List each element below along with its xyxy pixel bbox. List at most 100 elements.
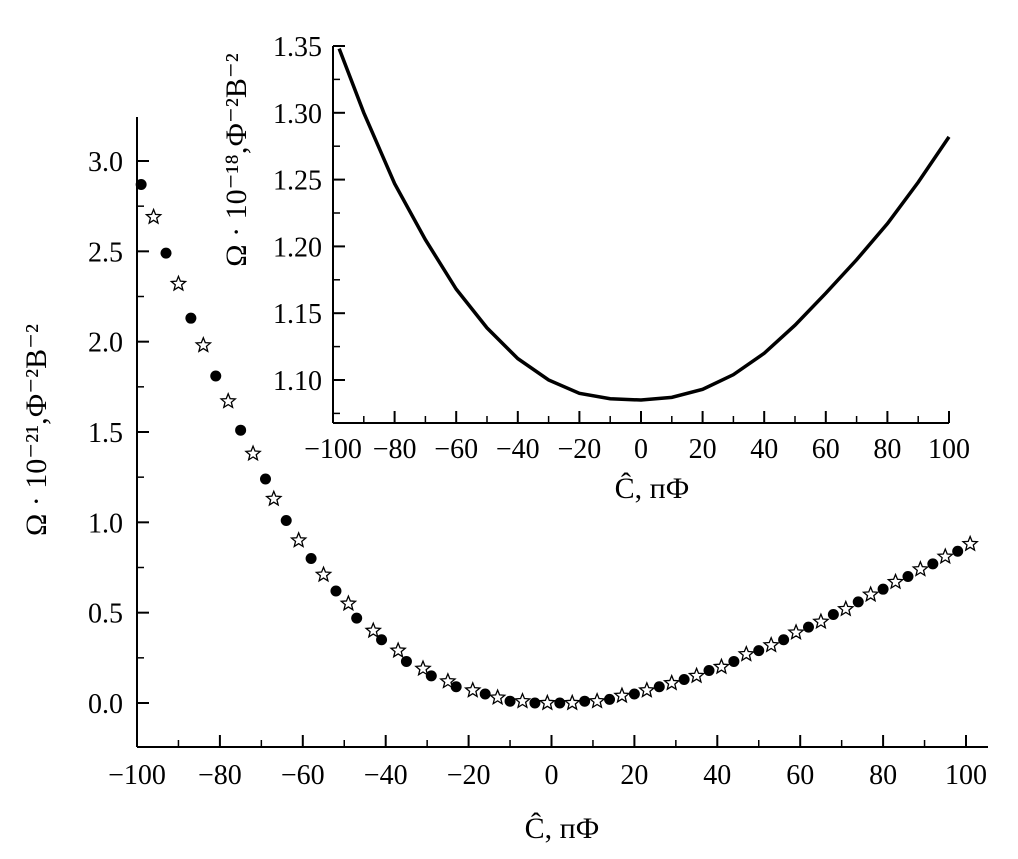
main-x-tick-label: 80 <box>869 760 897 791</box>
inset-y-tick-label: 1.35 <box>273 32 322 63</box>
data-point-circle <box>952 545 964 557</box>
data-point-star <box>563 693 582 711</box>
main-y-tick-label: 2.0 <box>88 328 123 359</box>
data-point-circle <box>305 552 317 564</box>
data-point-circle <box>703 664 715 676</box>
data-point-circle <box>160 247 172 259</box>
data-point-star <box>687 666 706 684</box>
data-point-circle <box>554 697 566 709</box>
inset-x-tick-label: 20 <box>689 434 717 465</box>
inset-x-tick-label: −100 <box>304 434 362 465</box>
main-x-tick-label: −80 <box>198 760 242 791</box>
data-point-circle <box>827 608 839 620</box>
inset-x-tick-label: −60 <box>434 434 478 465</box>
data-point-star <box>463 681 482 698</box>
data-point-circle <box>529 697 541 709</box>
data-point-star <box>812 612 830 630</box>
data-point-star <box>244 444 262 462</box>
main-y-axis-title: Ω · 10⁻²¹,Ф⁻²В⁻² <box>20 324 53 536</box>
data-point-circle <box>450 681 462 693</box>
inset-x-tick-label: 60 <box>812 434 840 465</box>
main-x-tick-label: −20 <box>447 760 491 791</box>
data-point-circle <box>628 688 640 700</box>
data-point-star <box>836 599 855 617</box>
data-point-circle <box>902 571 914 583</box>
main-x-tick-label: 40 <box>703 760 731 791</box>
data-point-circle <box>678 674 690 686</box>
data-point-star <box>439 672 457 689</box>
data-point-circle <box>579 695 591 707</box>
main-y-tick-label: 1.0 <box>88 508 123 539</box>
main-y-tick-label: 1.5 <box>88 418 123 449</box>
main-x-tick-label: −100 <box>108 760 166 791</box>
data-point-star <box>588 691 606 709</box>
data-point-circle <box>604 693 616 705</box>
data-point-star <box>144 207 163 225</box>
data-point-star <box>194 336 213 353</box>
data-point-star <box>936 547 955 565</box>
data-point-star <box>339 594 358 612</box>
data-point-circle <box>504 695 516 707</box>
main-x-tick-label: 100 <box>945 760 987 791</box>
data-point-star <box>662 673 681 691</box>
data-point-circle <box>802 621 814 633</box>
data-point-circle <box>728 655 740 667</box>
data-point-star <box>638 681 656 698</box>
inset-y-tick-label: 1.25 <box>273 166 322 197</box>
data-point-star <box>488 688 507 706</box>
data-point-circle <box>852 596 864 608</box>
data-point-star <box>737 644 756 662</box>
data-point-circle <box>927 558 939 570</box>
main-x-axis-title: Ĉ, пФ <box>525 812 600 845</box>
main-x-tick-label: 20 <box>620 760 648 791</box>
data-point-circle <box>479 688 491 700</box>
data-point-star <box>911 560 930 577</box>
main-x-tick-label: −60 <box>281 760 325 791</box>
inset-y-ticks: 1.10 1.15 1.20 1.25 1.30 1.35 <box>273 32 345 415</box>
inset-chart: −100 −80 −60 −40 −20 0 20 40 60 80 100 1.10 1.15 1.2… <box>220 32 970 505</box>
inset-x-ticks: −100 −80 −60 −40 −20 0 20 40 60 80 100 <box>304 411 970 465</box>
data-point-circle <box>259 473 271 485</box>
data-point-star <box>787 623 805 641</box>
data-point-star <box>513 691 532 709</box>
data-point-circle <box>753 645 765 657</box>
data-point-circle <box>653 681 665 693</box>
inset-x-tick-label: −40 <box>496 434 540 465</box>
data-point-star <box>861 585 880 603</box>
main-y-ticks: 0.0 0.5 1.0 1.5 2.0 2.5 3.0 <box>88 147 149 720</box>
data-point-star <box>762 635 780 653</box>
inset-x-axis-title: Ĉ, пФ <box>615 472 690 505</box>
inset-x-tick-label: 80 <box>873 434 901 465</box>
inset-background <box>333 46 949 423</box>
data-point-circle <box>400 655 412 667</box>
main-x-tick-label: −40 <box>364 760 408 791</box>
data-point-circle <box>280 515 292 527</box>
main-y-tick-label: 0.5 <box>88 599 123 630</box>
data-point-circle <box>330 585 342 597</box>
data-point-circle <box>235 424 247 436</box>
inset-x-tick-label: −20 <box>558 434 602 465</box>
main-x-ticks: −100 −80 −60 −40 −20 0 20 40 60 80 100 <box>108 735 987 791</box>
data-point-star <box>389 641 407 659</box>
main-y-tick-label: 0.0 <box>88 689 123 720</box>
inset-x-tick-label: 100 <box>928 434 970 465</box>
data-point-star <box>961 534 979 552</box>
data-point-circle <box>185 312 197 324</box>
main-y-tick-label: 3.0 <box>88 147 123 178</box>
main-data-points <box>135 178 979 711</box>
inset-x-tick-label: 40 <box>750 434 778 465</box>
data-point-star <box>264 489 283 507</box>
main-x-tick-label: 60 <box>786 760 814 791</box>
data-point-circle <box>877 583 889 595</box>
data-point-star <box>538 693 557 711</box>
data-point-circle <box>778 634 790 646</box>
data-point-circle <box>135 178 147 190</box>
inset-y-tick-label: 1.15 <box>273 299 322 330</box>
data-point-star <box>414 659 432 677</box>
main-x-tick-label: 0 <box>545 760 559 791</box>
data-point-circle <box>425 670 437 682</box>
inset-x-tick-label: −80 <box>373 434 417 465</box>
inset-x-tick-label: 0 <box>634 434 648 465</box>
data-point-star <box>169 274 188 292</box>
